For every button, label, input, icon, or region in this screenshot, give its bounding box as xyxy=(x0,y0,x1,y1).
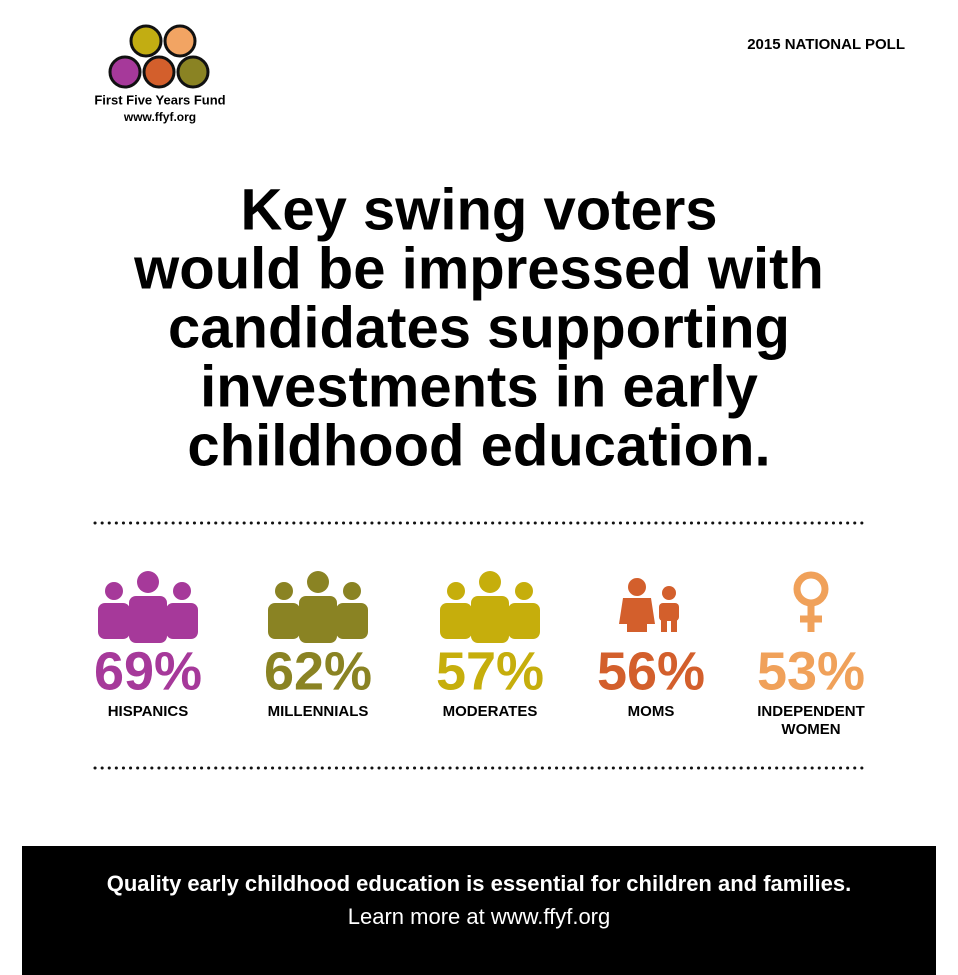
icon-leg xyxy=(629,620,635,632)
stat-value: 57% xyxy=(436,641,544,701)
icon-head xyxy=(628,578,646,596)
icon-body xyxy=(129,596,167,643)
icon-body xyxy=(508,603,540,639)
stat: 56% MOMS xyxy=(597,578,705,720)
stat-label: WOMEN xyxy=(781,721,840,738)
stat-value: 53% xyxy=(757,641,865,701)
headline-line: candidates supporting xyxy=(168,295,790,360)
icon-head xyxy=(515,582,533,600)
stat-value: 69% xyxy=(94,641,202,701)
stat: 69% HISPANICS xyxy=(94,571,202,720)
icon-head xyxy=(307,571,329,593)
logo: First Five Years Fund www.ffyf.org xyxy=(94,24,226,124)
icon-head xyxy=(275,582,293,600)
stat-icon xyxy=(440,571,540,643)
stat: 57% MODERATES xyxy=(436,571,544,720)
icon-head xyxy=(447,582,465,600)
icon-head xyxy=(105,582,123,600)
icon-body xyxy=(299,596,337,643)
stat-icon xyxy=(793,571,829,632)
stat-value: 56% xyxy=(597,641,705,701)
stat-label: HISPANICS xyxy=(108,703,189,720)
icon-head xyxy=(343,582,361,600)
headline-line: investments in early xyxy=(200,354,758,419)
logo-name: First Five Years Fund xyxy=(94,92,225,107)
poll-tag: 2015 NATIONAL POLL xyxy=(747,36,905,53)
icon-body xyxy=(166,603,198,639)
icon-body xyxy=(98,603,130,639)
logo-dot xyxy=(108,55,142,89)
stat-icon xyxy=(268,571,368,643)
icon-leg xyxy=(661,618,667,632)
logo-dot xyxy=(129,24,163,58)
icon-body xyxy=(268,603,300,639)
stats: 69% HISPANICS 62% MILLENNIALS 57% MODERATES 56… xyxy=(94,571,865,738)
icon-head xyxy=(137,571,159,593)
stat-label: MOMS xyxy=(628,703,675,720)
footer-message: Quality early childhood education is ess… xyxy=(107,871,852,896)
icon-head xyxy=(479,571,501,593)
icon-ring xyxy=(793,571,829,607)
icon-body xyxy=(471,596,509,643)
logo-dot xyxy=(176,55,210,89)
footer-bar xyxy=(22,846,936,975)
logo-dot xyxy=(163,24,197,58)
icon-head xyxy=(173,582,191,600)
stat-label: INDEPENDENT xyxy=(757,703,865,720)
stat-value: 62% xyxy=(264,641,372,701)
icon-body xyxy=(619,598,655,632)
icon-body xyxy=(659,603,679,621)
stat-icon xyxy=(98,571,198,643)
headline-line: Key swing voters xyxy=(240,177,717,242)
headline-line: would be impressed with xyxy=(133,236,824,301)
stat-label: MILLENNIALS xyxy=(268,703,369,720)
logo-dot xyxy=(142,55,176,89)
icon-head xyxy=(662,586,676,600)
stat-icon xyxy=(619,578,679,632)
stat-label: MODERATES xyxy=(443,703,538,720)
footer-link: Learn more at www.ffyf.org xyxy=(348,904,611,929)
icon-body xyxy=(336,603,368,639)
icon-leg xyxy=(639,620,645,632)
icon-body xyxy=(440,603,472,639)
stat: 62% MILLENNIALS xyxy=(264,571,372,720)
logo-url: www.ffyf.org xyxy=(123,110,196,124)
icon-leg xyxy=(671,618,677,632)
headline-line: childhood education. xyxy=(187,413,770,478)
